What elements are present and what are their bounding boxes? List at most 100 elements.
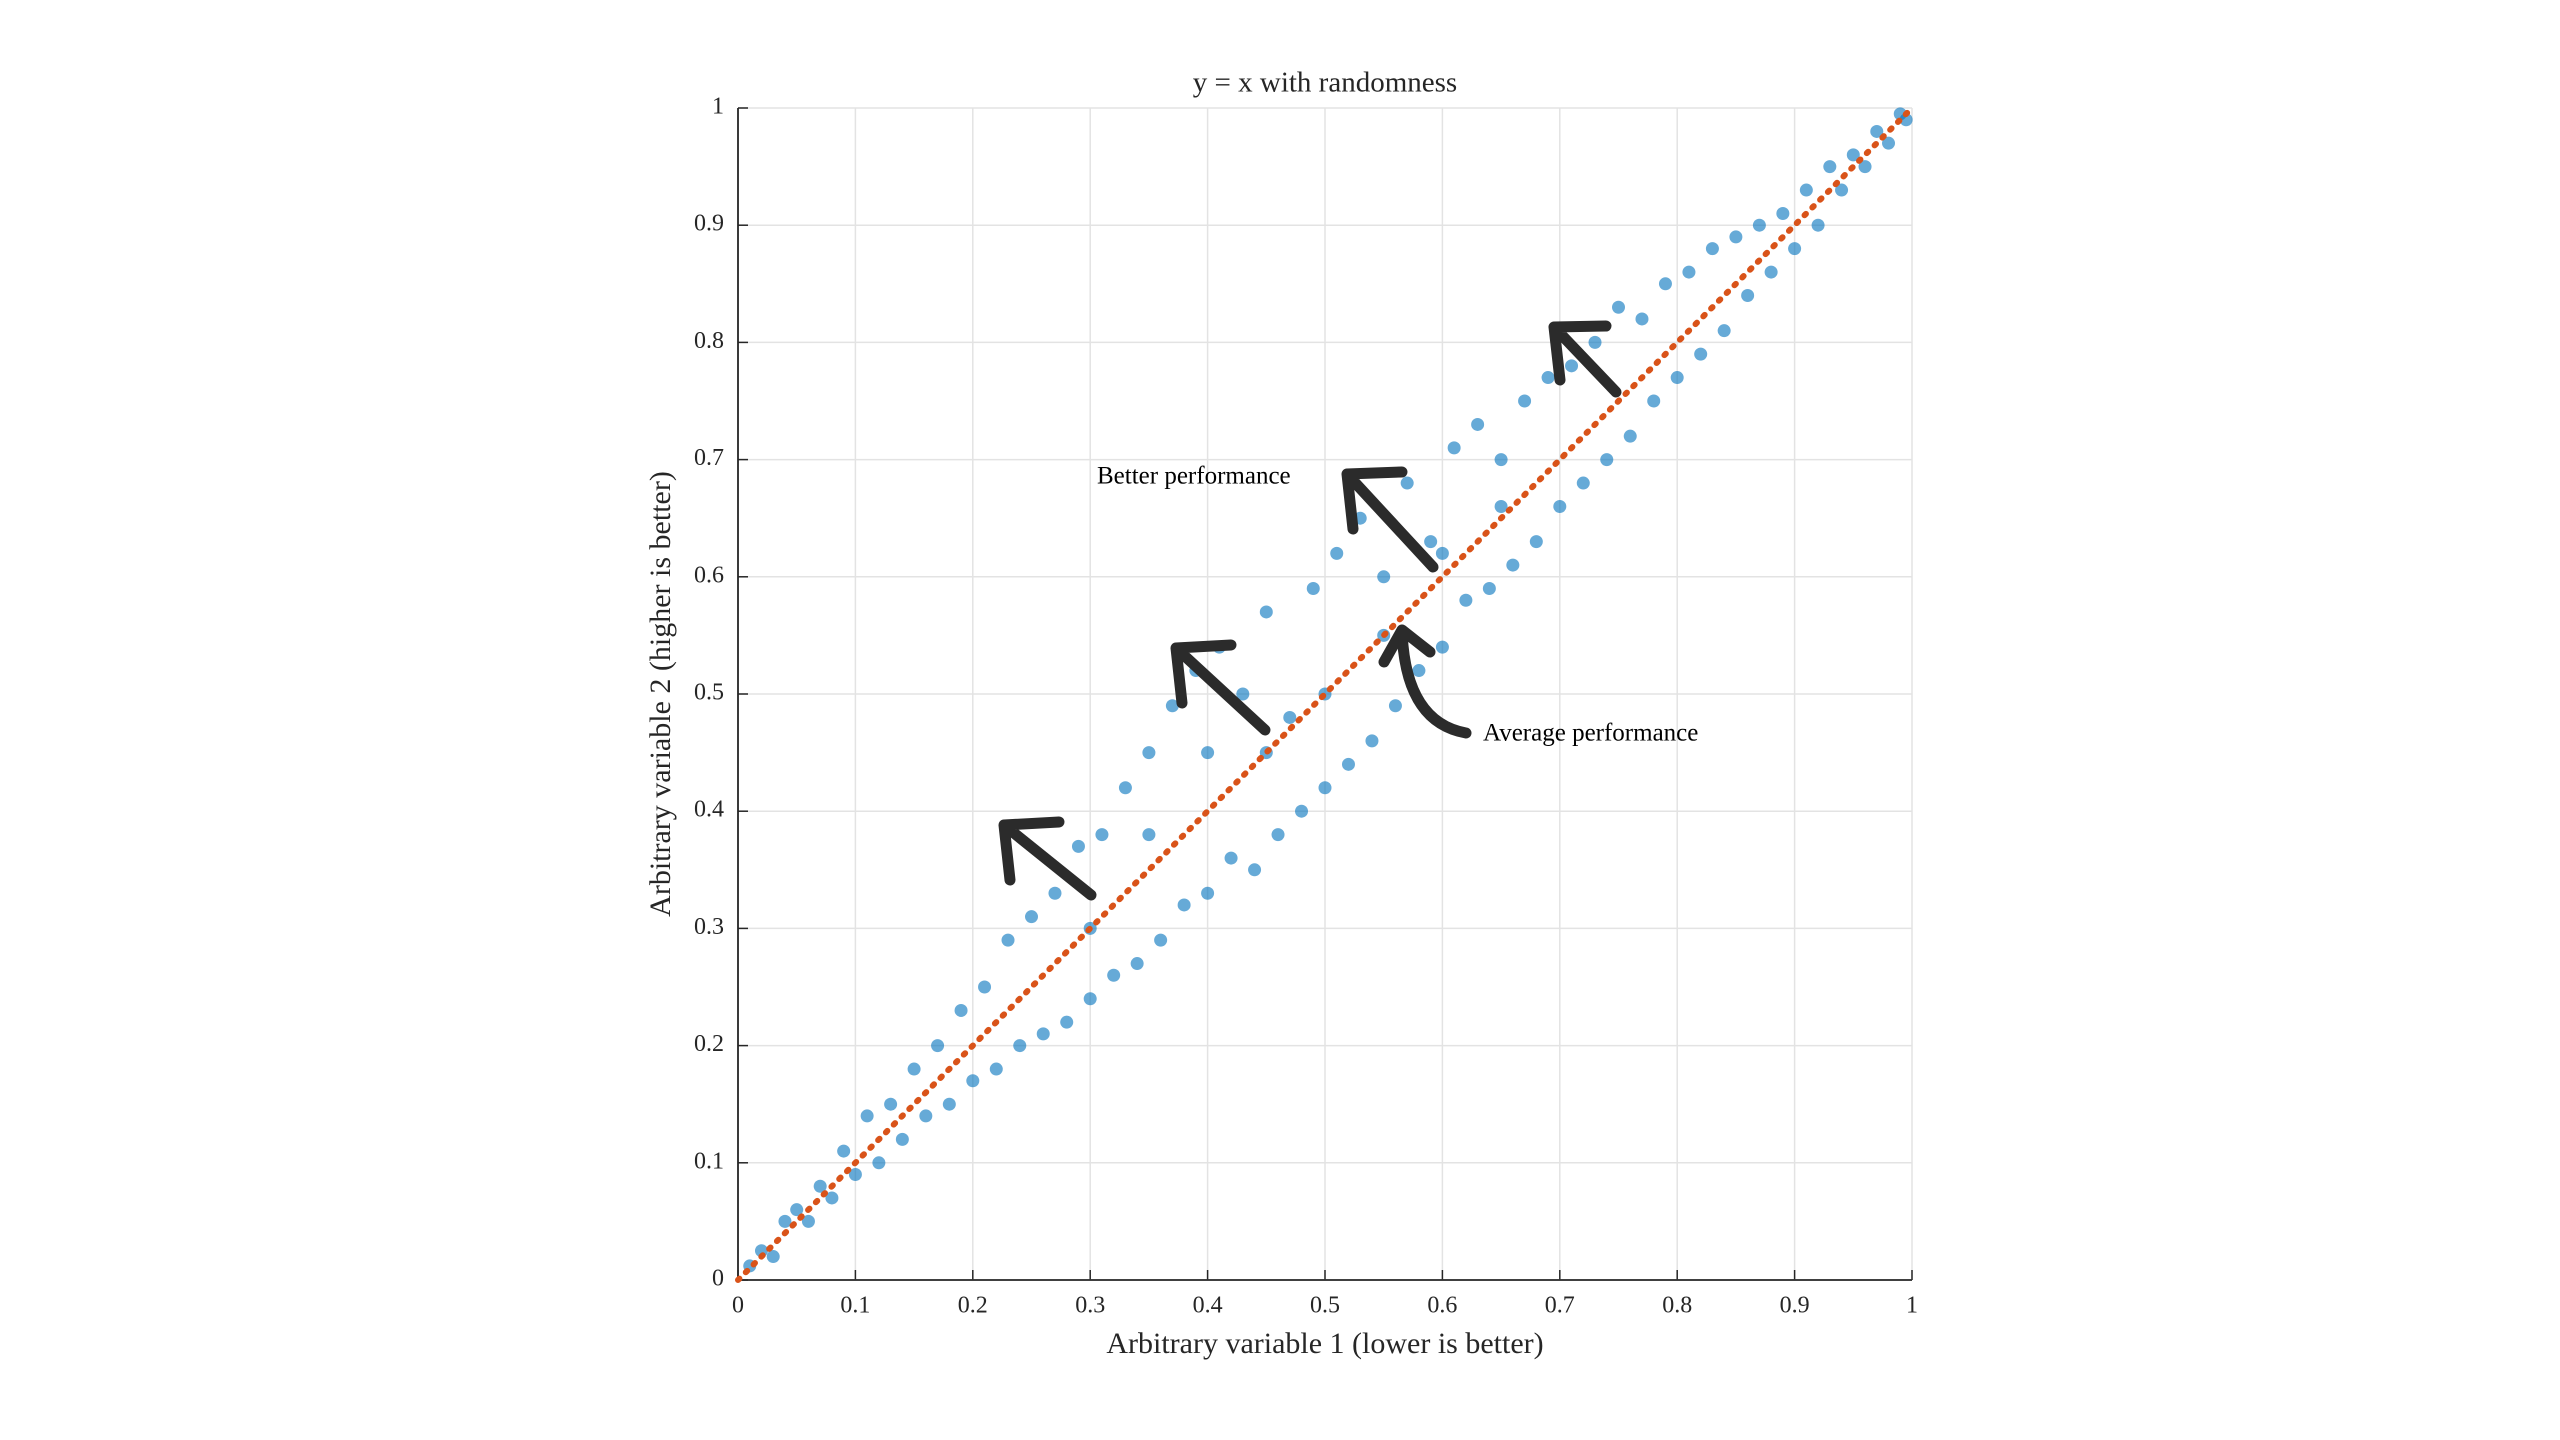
data-point [1154,933,1168,947]
y-tick-label: 0.8 [694,328,724,354]
arrows [998,320,1622,901]
y-tick-label: 1 [712,94,724,120]
data-point [966,1074,980,1088]
y-tick-label: 0.6 [694,562,724,588]
data-point [872,1156,886,1170]
data-point [801,1214,815,1228]
data-point [860,1109,874,1123]
data-point [1130,957,1144,971]
data-point [837,1144,851,1158]
data-point [919,1109,933,1123]
y-tick-label: 0.7 [694,445,724,471]
data-point [1647,394,1661,408]
data-point [1788,242,1802,256]
data-point [1118,781,1132,795]
data-point [1752,218,1766,232]
data-point [895,1132,909,1146]
data-point [1729,230,1743,244]
data-point [1899,113,1913,127]
data-point [942,1097,956,1111]
data-point [1435,546,1449,560]
data-point [989,1062,1003,1076]
data-point [1623,429,1637,443]
data-point [1201,886,1215,900]
data-point [1107,968,1121,982]
data-point [766,1250,780,1264]
annotation: Average performance [1483,720,1698,747]
data-point [790,1203,804,1217]
y-tick-label: 0.1 [694,1148,724,1174]
data-point [1576,476,1590,490]
data-point [1388,699,1402,713]
x-tick-label: 1 [1906,1293,1918,1319]
data-point [1435,640,1449,654]
arrow [1341,466,1439,573]
data-point [1494,499,1508,513]
y-tick-label: 0.3 [694,914,724,940]
data-point [1705,242,1719,256]
data-point [1177,898,1191,912]
y-tick-label: 0.4 [694,797,724,823]
x-tick-label: 0 [732,1293,744,1319]
data-point [1529,535,1543,549]
data-point [1612,300,1625,314]
data-point [1518,394,1532,408]
y-tick-label: 0.5 [694,680,724,706]
data-point [848,1168,862,1182]
data-point [1776,206,1790,220]
reference-line [735,105,1915,1283]
data-point [1717,324,1731,338]
y-tick-label: 0 [712,1266,724,1292]
data-point [931,1039,945,1053]
data-point [884,1097,898,1111]
data-point [1341,757,1355,771]
arrow [1378,624,1472,739]
data-point [1541,371,1555,385]
data-point [1424,535,1438,549]
data-point [1635,312,1649,326]
x-tick-label: 0.1 [840,1293,870,1319]
arrow [1548,320,1622,398]
y-tick-label: 0.9 [694,211,724,237]
data-point [1565,359,1579,373]
plot-area: 0 0.1 0.2 0.3 0.4 0.5 0.6 0.7 0.8 0.9 1 0 0.1 0.2 0.3 0… [694,94,1918,1319]
x-tick-label: 0.5 [1310,1293,1340,1319]
data-point [1882,136,1896,150]
data-point [1295,804,1309,818]
data-point [1318,781,1332,795]
x-axis-label: Arbitrary variable 1 (lower is better) [1106,1327,1543,1360]
data-point [778,1214,792,1228]
data-point [954,1003,968,1017]
data-point [1142,828,1156,842]
x-tick-label: 0.6 [1427,1293,1457,1319]
data-point [1588,335,1602,349]
data-point [1071,839,1085,853]
chart-title: y = x with randomness [1193,67,1457,99]
data-point [1224,851,1238,865]
data-point [1095,828,1109,842]
data-point [1823,160,1837,174]
data-point [1658,277,1672,291]
data-point [1001,933,1015,947]
data-point [1682,265,1696,279]
data-point [1670,371,1684,385]
data-point [1459,593,1473,607]
arrow [1170,639,1271,736]
data-point [1811,218,1825,232]
x-tick-label: 0.9 [1780,1293,1810,1319]
annotation: Better performance [1097,463,1291,490]
data-point [1412,664,1426,678]
data-point [1600,453,1614,467]
data-point [1259,605,1273,619]
data-point [1506,558,1520,572]
x-tick-label: 0.3 [1075,1293,1105,1319]
data-point [1013,1039,1027,1053]
data-point [1846,148,1860,162]
data-point [1142,746,1156,760]
data-point [1377,570,1391,584]
data-point [1036,1027,1050,1041]
x-tick-label: 0.4 [1193,1293,1223,1319]
arrow [998,816,1097,901]
data-point [978,980,992,994]
data-point [1694,347,1708,361]
